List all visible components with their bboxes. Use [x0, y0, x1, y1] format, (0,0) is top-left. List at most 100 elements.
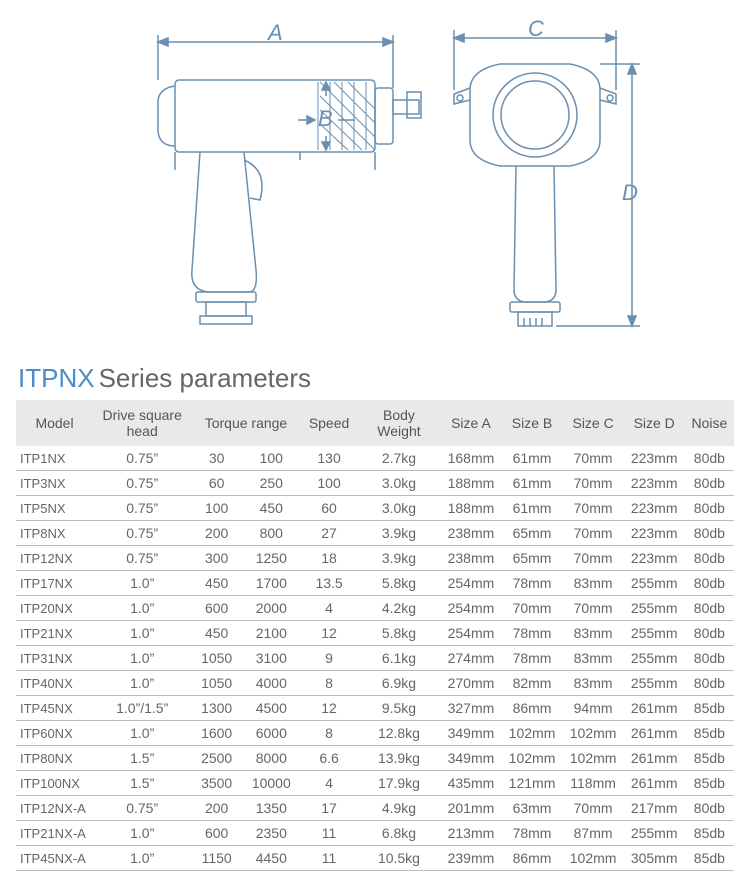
cell-model: ITP1NX	[16, 446, 93, 471]
cell-tq1: 300	[191, 546, 242, 571]
cell-tq1: 1300	[191, 696, 242, 721]
cell-tq2: 4500	[242, 696, 301, 721]
cell-size-d: 223mm	[624, 521, 685, 546]
cell-size-d: 305mm	[624, 846, 685, 871]
table-row: ITP31NX1.0”1050310096.1kg274mm78mm83mm25…	[16, 646, 734, 671]
cell-tq2: 8000	[242, 746, 301, 771]
cell-tq2: 10000	[242, 771, 301, 796]
cell-model: ITP12NX	[16, 546, 93, 571]
table-row: ITP100NX1.5”350010000417.9kg435mm121mm11…	[16, 771, 734, 796]
cell-noise: 80db	[685, 671, 734, 696]
cell-size-a: 327mm	[440, 696, 501, 721]
cell-speed: 9	[301, 646, 358, 671]
cell-size-a: 435mm	[440, 771, 501, 796]
cell-size-b: 63mm	[501, 796, 562, 821]
cell-size-a: 201mm	[440, 796, 501, 821]
cell-size-b: 78mm	[501, 821, 562, 846]
cell-size-c: 87mm	[563, 821, 624, 846]
cell-tq2: 100	[242, 446, 301, 471]
cell-weight: 3.9kg	[358, 546, 441, 571]
table-row: ITP5NX0.75”100450603.0kg188mm61mm70mm223…	[16, 496, 734, 521]
cell-tq1: 200	[191, 796, 242, 821]
cell-speed: 4	[301, 771, 358, 796]
cell-size-d: 255mm	[624, 671, 685, 696]
col-torque: Torque range	[191, 400, 300, 446]
cell-tq2: 1700	[242, 571, 301, 596]
cell-tq1: 200	[191, 521, 242, 546]
col-size-b: Size B	[501, 400, 562, 446]
cell-weight: 3.9kg	[358, 521, 441, 546]
cell-weight: 6.8kg	[358, 821, 441, 846]
cell-speed: 130	[301, 446, 358, 471]
cell-tq2: 3100	[242, 646, 301, 671]
cell-drive: 1.0”	[93, 596, 191, 621]
cell-model: ITP12NX-A	[16, 796, 93, 821]
cell-weight: 3.0kg	[358, 471, 441, 496]
cell-tq2: 6000	[242, 721, 301, 746]
cell-size-a: 254mm	[440, 596, 501, 621]
cell-size-b: 82mm	[501, 671, 562, 696]
table-row: ITP17NX1.0”450170013.55.8kg254mm78mm83mm…	[16, 571, 734, 596]
cell-drive: 1.0”	[93, 846, 191, 871]
cell-drive: 0.75”	[93, 496, 191, 521]
cell-size-a: 213mm	[440, 821, 501, 846]
cell-size-c: 83mm	[563, 621, 624, 646]
table-row: ITP12NX-A0.75”2001350174.9kg201mm63mm70m…	[16, 796, 734, 821]
table-row: ITP3NX0.75”602501003.0kg188mm61mm70mm223…	[16, 471, 734, 496]
cell-tq2: 250	[242, 471, 301, 496]
cell-weight: 5.8kg	[358, 571, 441, 596]
cell-size-a: 349mm	[440, 721, 501, 746]
series-title: ITPNXSeries parameters	[0, 355, 750, 400]
dimension-diagram: A B C D	[0, 0, 750, 355]
cell-size-b: 78mm	[501, 571, 562, 596]
table-row: ITP1NX0.75”301001302.7kg168mm61mm70mm223…	[16, 446, 734, 471]
cell-tq1: 450	[191, 571, 242, 596]
cell-tq2: 2350	[242, 821, 301, 846]
cell-size-c: 70mm	[563, 796, 624, 821]
cell-size-d: 223mm	[624, 471, 685, 496]
cell-tq2: 4000	[242, 671, 301, 696]
cell-drive: 1.0”	[93, 571, 191, 596]
cell-size-d: 217mm	[624, 796, 685, 821]
cell-weight: 4.9kg	[358, 796, 441, 821]
cell-speed: 27	[301, 521, 358, 546]
cell-size-b: 121mm	[501, 771, 562, 796]
cell-noise: 85db	[685, 721, 734, 746]
cell-size-c: 70mm	[563, 521, 624, 546]
cell-noise: 80db	[685, 446, 734, 471]
cell-drive: 0.75”	[93, 471, 191, 496]
cell-model: ITP60NX	[16, 721, 93, 746]
cell-size-b: 65mm	[501, 521, 562, 546]
cell-model: ITP21NX-A	[16, 821, 93, 846]
cell-speed: 6.6	[301, 746, 358, 771]
cell-weight: 6.9kg	[358, 671, 441, 696]
col-speed: Speed	[301, 400, 358, 446]
table-row: ITP21NX-A1.0”6002350116.8kg213mm78mm87mm…	[16, 821, 734, 846]
col-size-d: Size D	[624, 400, 685, 446]
cell-size-b: 78mm	[501, 646, 562, 671]
cell-drive: 1.0”	[93, 646, 191, 671]
col-drive: Drive square head	[93, 400, 191, 446]
cell-tq1: 1600	[191, 721, 242, 746]
cell-tq1: 3500	[191, 771, 242, 796]
cell-size-b: 61mm	[501, 496, 562, 521]
cell-size-d: 255mm	[624, 646, 685, 671]
cell-size-d: 223mm	[624, 496, 685, 521]
cell-size-c: 83mm	[563, 571, 624, 596]
cell-drive: 0.75”	[93, 446, 191, 471]
cell-speed: 13.5	[301, 571, 358, 596]
cell-noise: 85db	[685, 771, 734, 796]
dim-label-c: C	[528, 16, 544, 41]
cell-size-a: 239mm	[440, 846, 501, 871]
cell-drive: 0.75”	[93, 546, 191, 571]
cell-model: ITP17NX	[16, 571, 93, 596]
col-noise: Noise	[685, 400, 734, 446]
cell-drive: 1.5”	[93, 771, 191, 796]
cell-size-d: 261mm	[624, 746, 685, 771]
cell-model: ITP45NX	[16, 696, 93, 721]
table-row: ITP12NX0.75”3001250183.9kg238mm65mm70mm2…	[16, 546, 734, 571]
table-row: ITP40NX1.0”1050400086.9kg270mm82mm83mm25…	[16, 671, 734, 696]
cell-noise: 85db	[685, 846, 734, 871]
cell-weight: 5.8kg	[358, 621, 441, 646]
cell-tq1: 450	[191, 621, 242, 646]
